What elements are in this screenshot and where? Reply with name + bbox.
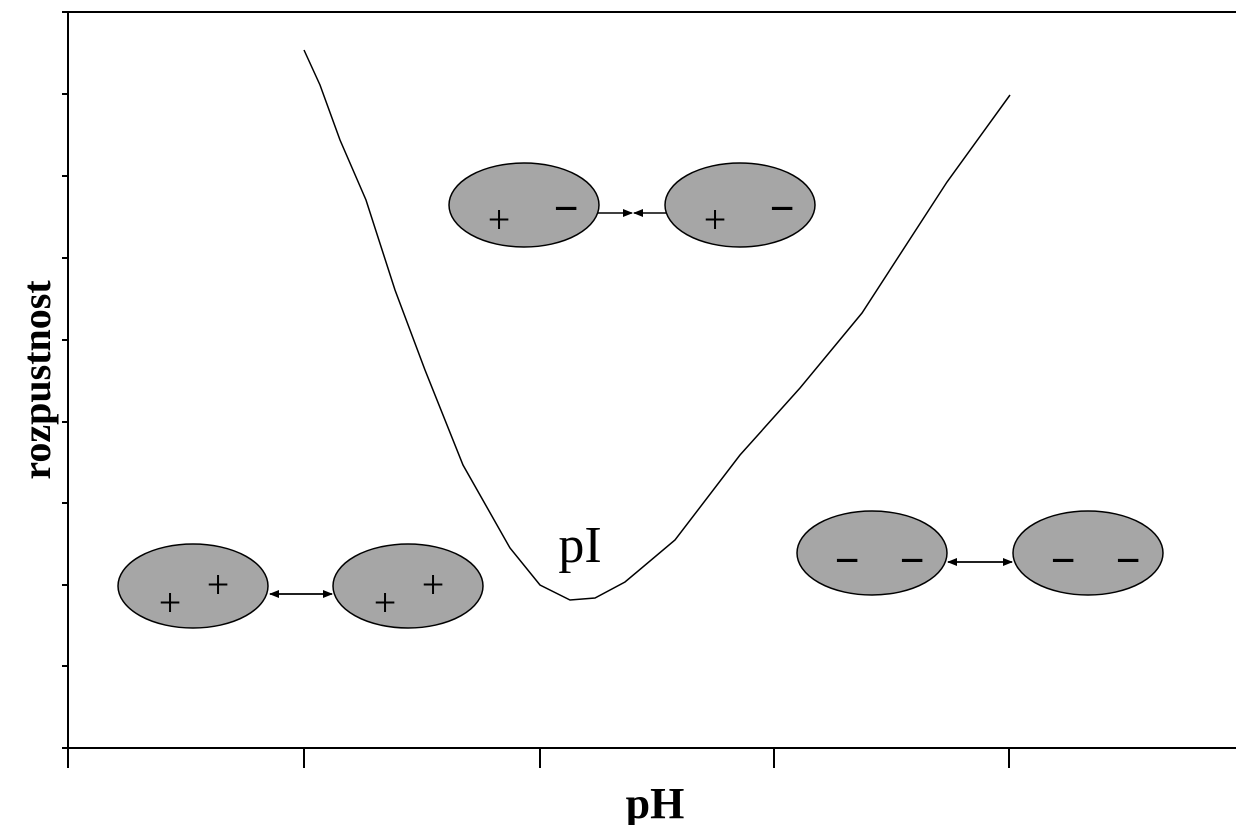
particles: +++++−+−−−−− xyxy=(118,163,1163,628)
charge-sign: + xyxy=(374,580,397,625)
charge-sign: + xyxy=(422,562,445,607)
charge-sign: − xyxy=(899,536,924,585)
x-ticks xyxy=(68,748,1009,768)
charge-sign: + xyxy=(207,562,230,607)
charge-sign: + xyxy=(704,197,727,242)
diagram: pI pH rozpustnost +++++−+−−−−− xyxy=(0,0,1236,825)
charge-sign: + xyxy=(488,197,511,242)
particle xyxy=(118,544,268,628)
charge-sign: + xyxy=(159,580,182,625)
charge-sign: − xyxy=(1050,536,1075,585)
charge-sign: − xyxy=(769,184,794,233)
charge-sign: − xyxy=(1115,536,1140,585)
x-axis-label: pH xyxy=(626,779,685,825)
page: {"axes": {"x_label": "pH", "y_label": "r… xyxy=(0,0,1236,825)
pi-label: pI xyxy=(558,517,601,574)
y-axis-label: rozpustnost xyxy=(14,280,59,480)
charge-sign: − xyxy=(834,536,859,585)
charge-sign: − xyxy=(553,184,578,233)
particle xyxy=(333,544,483,628)
axes xyxy=(62,12,1236,768)
